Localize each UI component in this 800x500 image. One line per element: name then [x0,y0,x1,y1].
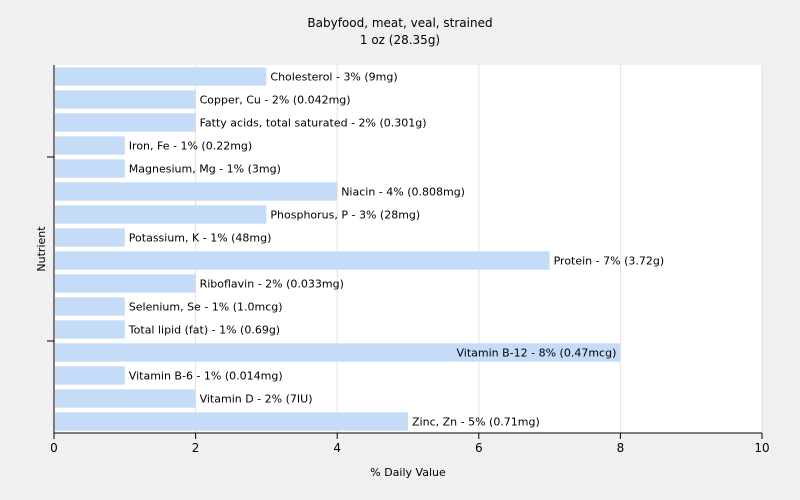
x-tick-label: 10 [754,441,769,455]
bar [55,274,196,293]
bar [55,320,125,339]
bar-label: Riboflavin - 2% (0.033mg) [200,278,344,291]
x-tick-label: 0 [50,441,58,455]
bar [55,297,125,316]
bar-label: Cholesterol - 3% (9mg) [270,71,397,84]
bar-label: Total lipid (fat) - 1% (0.69g) [128,324,280,337]
bar [55,228,125,247]
bar-label: Vitamin D - 2% (7IU) [200,393,313,406]
bar-label: Fatty acids, total saturated - 2% (0.301… [200,117,427,130]
bar [55,182,338,201]
bar-label: Vitamin B-12 - 8% (0.47mcg) [457,347,617,360]
x-tick-label: 4 [333,441,341,455]
axes: 0 2 4 6 8 10 [47,65,770,455]
bar-label: Copper, Cu - 2% (0.042mg) [200,94,351,107]
bar [55,251,550,270]
bar-label: Magnesium, Mg - 1% (3mg) [129,163,281,176]
bar [55,159,125,178]
bar-label: Iron, Fe - 1% (0.22mg) [129,140,252,153]
bar-label: Protein - 7% (3.72g) [554,255,665,268]
bar-label: Zinc, Zn - 5% (0.71mg) [412,416,540,429]
x-tick-label: 6 [475,441,483,455]
chart-title: Babyfood, meat, veal, strained [307,16,492,30]
bar [55,205,267,224]
bar-label: Potassium, K - 1% (48mg) [129,232,272,245]
bar [55,136,125,155]
bar [55,389,196,408]
bar [55,113,196,132]
bar [55,90,196,109]
x-tick-label: 8 [617,441,625,455]
bar-label: Selenium, Se - 1% (1.0mcg) [129,301,283,314]
x-axis-label: % Daily Value [370,466,446,479]
bar [55,412,408,431]
bar-label: Vitamin B-6 - 1% (0.014mg) [129,370,283,383]
x-tick-label: 2 [192,441,200,455]
bar-label: Phosphorus, P - 3% (28mg) [270,209,420,222]
bar-label: Niacin - 4% (0.808mg) [341,186,465,199]
bars: Cholesterol - 3% (9mg) Copper, Cu - 2% (0… [55,67,665,431]
bar [55,366,125,385]
bar [55,67,267,86]
y-axis-label: Nutrient [35,226,48,272]
bar [55,343,621,362]
chart-subtitle: 1 oz (28.35g) [360,33,440,47]
